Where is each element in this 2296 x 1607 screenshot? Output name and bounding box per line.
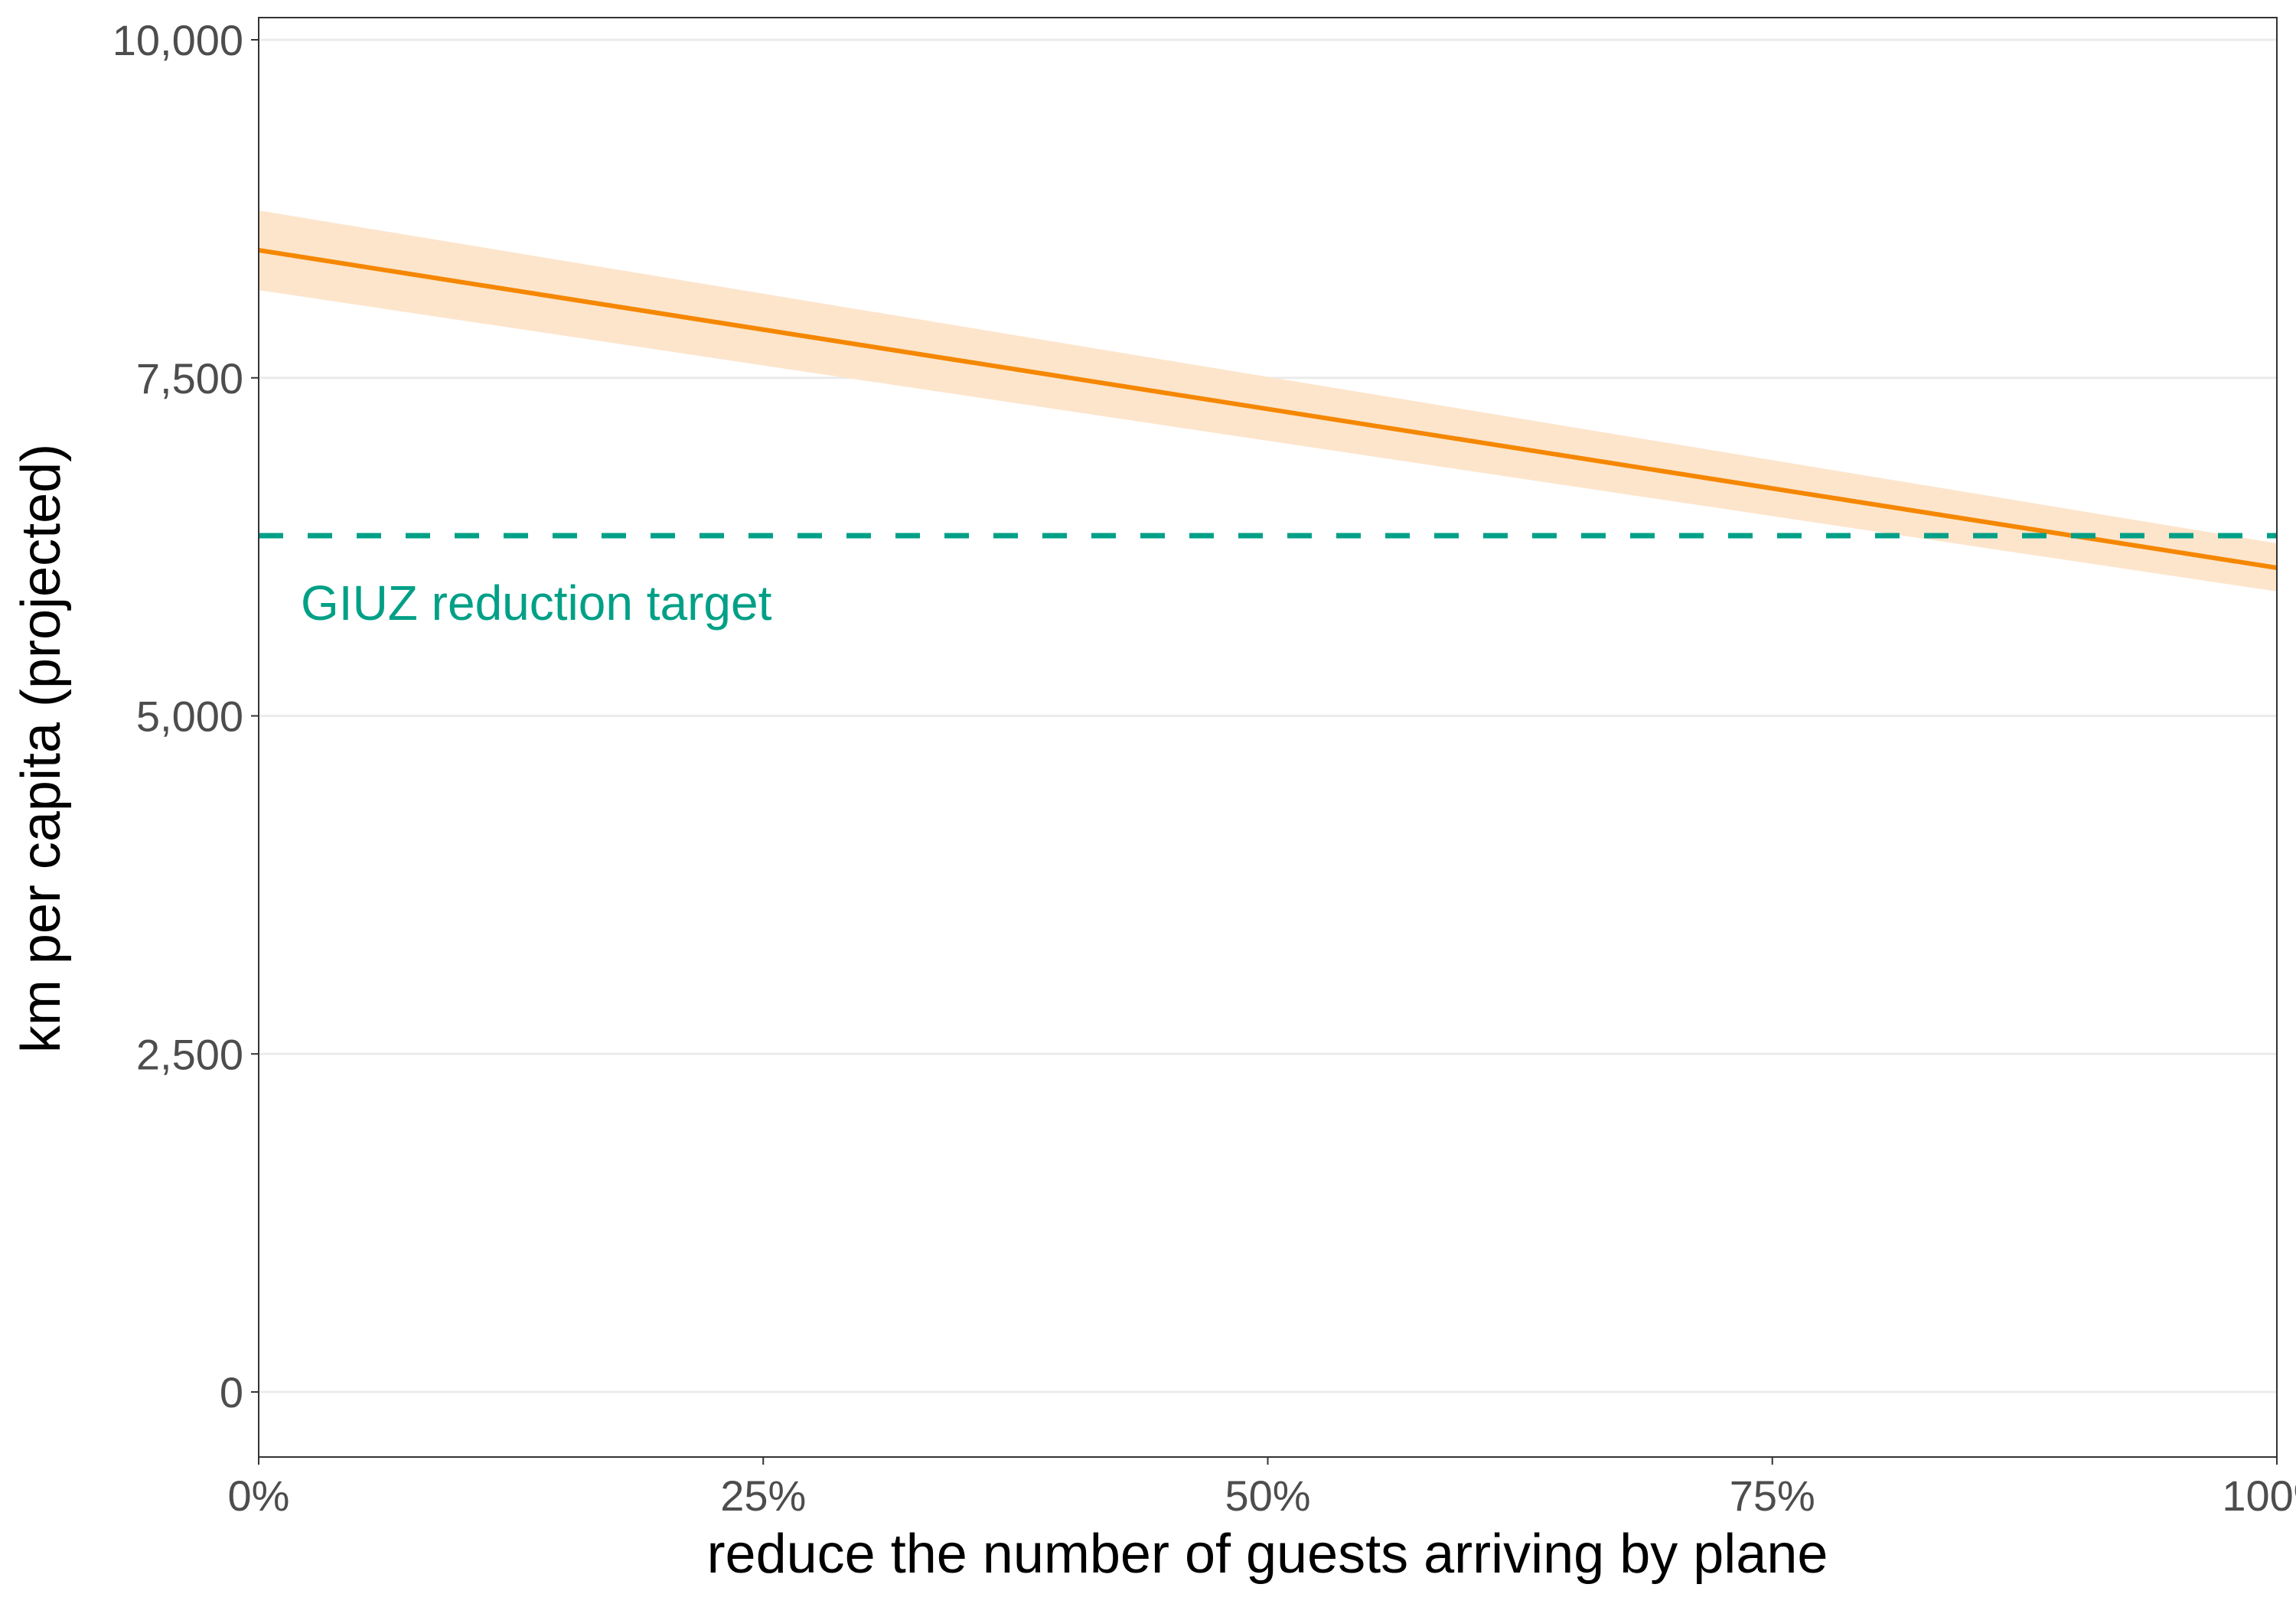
- x-tick-label: 100%: [2222, 1472, 2296, 1520]
- gridlines: [259, 38, 2277, 1393]
- confidence-ribbon: [259, 210, 2277, 592]
- y-axis-ticks: 0 2,500 5,000 7,500 10,000: [113, 16, 259, 1416]
- y-tick-label: 2,500: [136, 1030, 243, 1078]
- x-axis-title: reduce the number of guests arriving by …: [707, 1524, 1828, 1585]
- plot-panel-border: [258, 17, 2278, 1458]
- y-axis-title: km per capita (projected): [11, 444, 72, 1053]
- y-tick-label: 5,000: [136, 693, 243, 741]
- confidence-ribbon-group: [259, 210, 2277, 592]
- x-tick-label: 0%: [228, 1472, 290, 1520]
- x-axis-ticks: 0% 25% 50% 75% 100%: [228, 1457, 2296, 1520]
- reference-line-label: GIUZ reduction target: [301, 575, 772, 631]
- x-tick-label: 25%: [720, 1472, 806, 1520]
- y-tick-label: 10,000: [113, 16, 243, 64]
- projection-line-group: [258, 247, 2278, 570]
- y-tick-label: 0: [220, 1368, 243, 1416]
- y-tick-label: 7,500: [136, 354, 243, 403]
- x-tick-label: 75%: [1730, 1472, 1815, 1520]
- x-tick-label: 50%: [1225, 1472, 1310, 1520]
- projection-line: [258, 247, 2278, 570]
